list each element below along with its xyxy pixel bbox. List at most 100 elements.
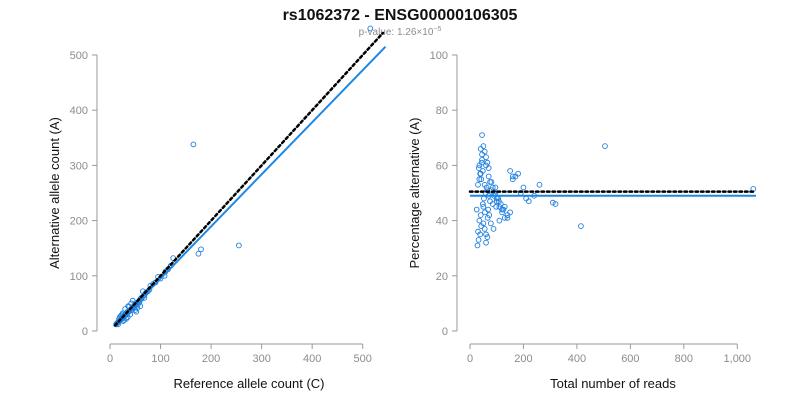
data-point xyxy=(480,220,487,227)
data-point xyxy=(507,168,513,174)
data-point xyxy=(490,226,497,232)
y-tick-label: 40 xyxy=(436,216,448,228)
data-point xyxy=(492,184,499,191)
data-point xyxy=(487,198,493,205)
data-point xyxy=(484,214,491,221)
chart-title: rs1062372 - ENSG00000106305 xyxy=(283,7,518,24)
x-tick-label: 500 xyxy=(354,353,372,365)
y-tick-label: 100 xyxy=(70,271,88,283)
y-tick-label: 80 xyxy=(436,105,448,117)
data-point xyxy=(552,201,559,207)
data-point xyxy=(515,170,521,177)
data-point xyxy=(484,234,491,241)
data-point xyxy=(536,181,543,188)
data-point xyxy=(134,304,141,311)
data-point xyxy=(125,303,132,310)
data-point xyxy=(481,226,488,232)
x-tick-label: 0 xyxy=(107,353,113,365)
data-point xyxy=(479,157,485,163)
data-point xyxy=(496,203,503,210)
data-point xyxy=(114,320,120,327)
data-point xyxy=(190,141,197,148)
data-point xyxy=(484,159,491,166)
y-tick-label: 500 xyxy=(70,50,88,62)
data-point xyxy=(499,209,505,216)
data-point xyxy=(504,214,511,221)
data-point xyxy=(483,184,490,191)
y-axis-title: Alternative allele count (A) xyxy=(47,117,62,269)
data-point xyxy=(474,242,481,249)
data-point xyxy=(550,199,556,206)
x-tick-label: 100 xyxy=(151,353,169,365)
data-point xyxy=(485,165,492,172)
x-tick-label: 600 xyxy=(621,353,639,365)
data-point xyxy=(493,203,500,210)
data-point xyxy=(483,239,489,246)
y-axis-title: Percentage alternative (A) xyxy=(407,117,422,268)
x-tick-label: 400 xyxy=(303,353,321,365)
data-point xyxy=(477,212,484,218)
reference-line xyxy=(113,31,385,327)
x-tick-label: 1,000 xyxy=(724,353,752,365)
data-point xyxy=(475,165,482,172)
data-point xyxy=(479,151,485,158)
data-point xyxy=(481,195,487,202)
data-point xyxy=(124,314,131,321)
data-point xyxy=(129,297,136,304)
fit-line xyxy=(114,46,387,327)
right-scatter-panel: 0 200 400 600 800 1,000 0 20 40 60 80 100 Total numb… xyxy=(407,50,758,391)
data-point xyxy=(520,184,527,191)
data-point xyxy=(480,143,487,149)
data-point xyxy=(475,181,481,188)
data-point xyxy=(477,170,484,177)
data-point xyxy=(367,25,374,32)
data-point xyxy=(507,209,513,216)
data-point xyxy=(509,173,516,180)
data-point xyxy=(482,209,488,216)
data-point xyxy=(195,250,202,257)
data-point xyxy=(496,198,502,205)
data-point xyxy=(578,223,584,229)
data-point xyxy=(473,206,480,213)
y-tick-label: 60 xyxy=(436,160,448,172)
x-tick-label: 0 xyxy=(467,353,473,365)
data-point xyxy=(475,237,482,243)
subtitle-exponent: −5 xyxy=(433,26,441,33)
left-scatter-panel: 0 100 200 300 400 500 0 100 200 300 400 500 Referenc… xyxy=(47,25,387,391)
data-point xyxy=(475,228,481,235)
y-tick-label: 100 xyxy=(430,50,448,62)
data-point xyxy=(487,179,493,185)
data-point xyxy=(496,217,503,224)
data-point xyxy=(523,195,529,202)
data-point xyxy=(485,173,492,180)
data-point xyxy=(504,212,511,218)
data-point xyxy=(486,212,493,218)
data-point xyxy=(113,321,119,328)
data-point xyxy=(480,203,487,210)
data-point xyxy=(236,242,242,249)
y-tick-label: 400 xyxy=(70,105,88,117)
y-tick-label: 300 xyxy=(70,160,88,172)
data-points xyxy=(113,25,374,328)
data-point xyxy=(477,145,484,152)
data-point xyxy=(489,184,496,191)
y-tick-label: 0 xyxy=(442,326,448,338)
x-axis-title: Total number of reads xyxy=(550,376,676,391)
data-point xyxy=(483,231,489,238)
data-point xyxy=(602,143,608,149)
x-tick-label: 200 xyxy=(514,353,532,365)
data-points xyxy=(473,132,757,249)
data-point xyxy=(479,132,485,138)
data-point xyxy=(493,198,500,205)
data-point xyxy=(509,176,516,183)
data-point xyxy=(500,206,507,213)
data-point xyxy=(525,198,532,205)
data-point xyxy=(485,206,492,213)
x-tick-label: 800 xyxy=(675,353,693,365)
data-point xyxy=(478,159,485,166)
x-tick-label: 200 xyxy=(202,353,220,365)
y-tick-label: 20 xyxy=(436,271,448,283)
data-point xyxy=(479,201,486,207)
